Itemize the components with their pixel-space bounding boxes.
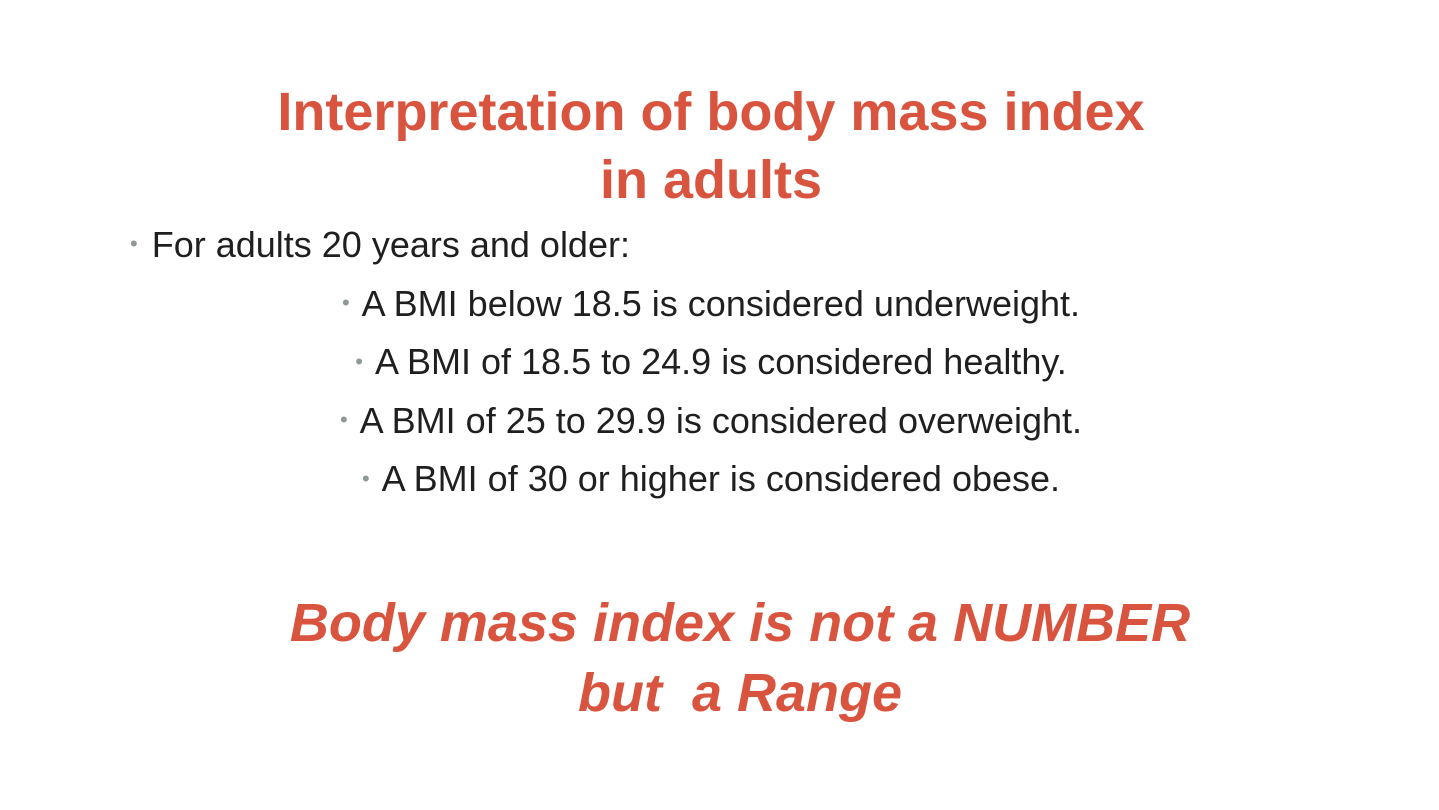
bullet-icon: • [339, 407, 348, 433]
list-item-text: A BMI below 18.5 is considered underweig… [361, 283, 1081, 324]
tagline-line-1: Body mass index is not a NUMBER [289, 593, 1191, 653]
intro-text: For adults 20 years and older: [151, 224, 630, 265]
bullet-icon: • [355, 348, 363, 374]
bullet-icon: • [361, 465, 370, 491]
bullet-icon: • [341, 290, 350, 316]
bullet-icon: • [130, 231, 138, 257]
tagline-line-2: but a Range [577, 663, 903, 723]
list-item-text: A BMI of 30 or higher is considered obes… [381, 458, 1061, 500]
list-item: • A BMI of 25 to 29.9 is considered overw… [0, 393, 1422, 451]
list-item-text: A BMI of 25 to 29.9 is considered overwe… [359, 399, 1083, 441]
tagline: Body mass index is not a NUMBER but a Ra… [0, 588, 1439, 728]
list-item-text: A BMI of 18.5 to 24.9 is considered heal… [374, 341, 1067, 383]
slide-title-line-1: Interpretation of body mass index [277, 82, 1145, 142]
list-item: • A BMI below 18.5 is considered underwei… [0, 276, 1422, 334]
list-item: • A BMI of 18.5 to 24.9 is considered hea… [0, 334, 1422, 392]
intro-bullet: • For adults 20 years and older: [130, 224, 630, 268]
slide-title-line-2: in adults [599, 150, 822, 210]
slide-title: Interpretation of body mass index in adu… [0, 78, 1422, 214]
list-item: • A BMI of 30 or higher is considered obe… [0, 451, 1422, 509]
bmi-ranges-list: • A BMI below 18.5 is considered underwei… [0, 276, 1422, 510]
